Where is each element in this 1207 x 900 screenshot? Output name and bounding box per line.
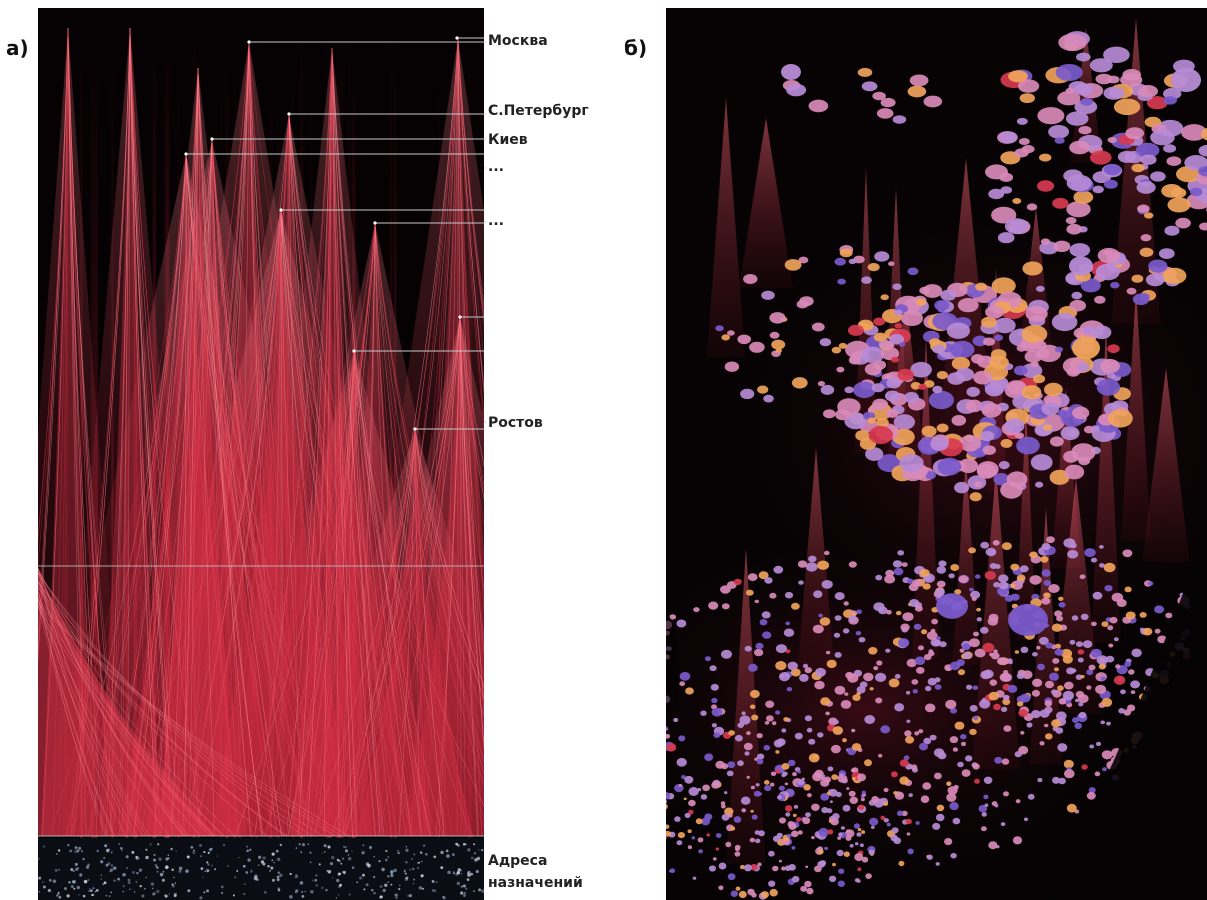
label-destinations: Адреса назначений [488, 853, 583, 891]
fan-layer [38, 8, 484, 841]
label-saint-petersburg: С.Петербург [488, 103, 589, 119]
highlight-node-0 [1171, 68, 1201, 92]
fan-13 [107, 67, 288, 837]
label-ellipsis-1: ... [488, 159, 504, 175]
node-landscape-graphic [666, 8, 1207, 900]
panel-b-letter: б) [624, 36, 648, 60]
label-rostov: Ростов [488, 415, 543, 431]
highlight-node-4 [781, 64, 801, 80]
spike-21 [1142, 368, 1190, 563]
spike-0 [706, 98, 746, 358]
label-kiev: Киев [488, 132, 528, 148]
flow-hierarchy-graphic [38, 8, 484, 900]
fan-12 [242, 47, 431, 837]
highlight-node-5 [1069, 256, 1093, 276]
label-moscow: Москва [488, 33, 548, 49]
flow-hierarchy-panel [38, 8, 484, 900]
spike-1 [739, 118, 793, 288]
panel-a-letter: а) [6, 36, 29, 60]
highlight-node-2 [1008, 604, 1048, 636]
label-ellipsis-2: ... [488, 213, 504, 229]
highlight-node-1 [1072, 336, 1100, 360]
highlight-node-3 [936, 593, 968, 619]
destination-strip [38, 838, 484, 900]
node-landscape-panel [666, 8, 1207, 900]
spike-20 [1121, 288, 1151, 541]
